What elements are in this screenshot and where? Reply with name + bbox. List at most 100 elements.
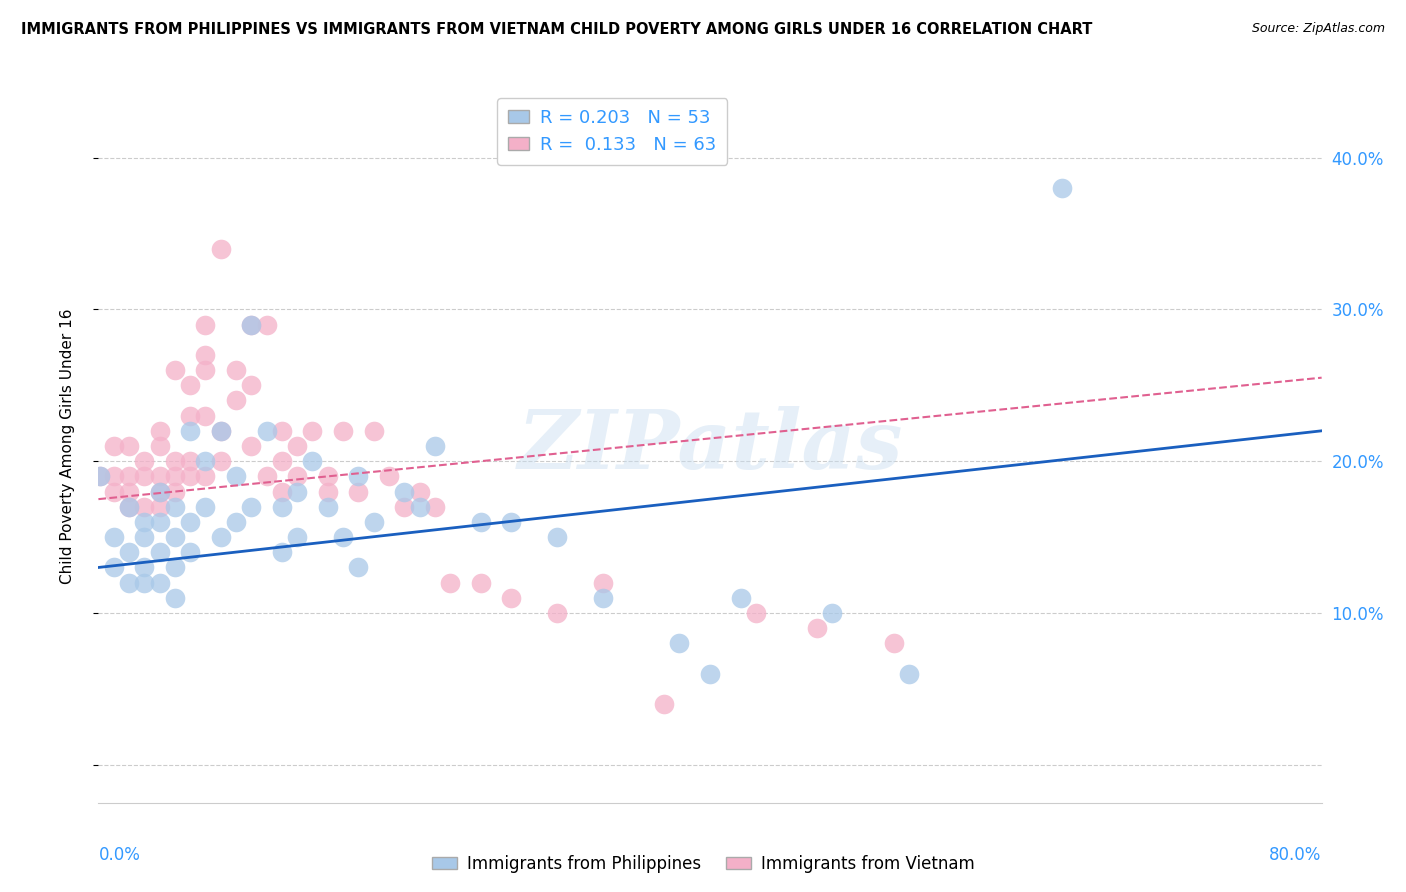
Point xyxy=(103,484,125,499)
Point xyxy=(745,606,768,620)
Point xyxy=(118,545,141,559)
Point xyxy=(179,545,201,559)
Point xyxy=(179,378,201,392)
Point xyxy=(194,500,217,514)
Point xyxy=(134,530,156,544)
Point xyxy=(363,424,385,438)
Point xyxy=(378,469,401,483)
Point xyxy=(194,363,217,377)
Point xyxy=(668,636,690,650)
Point xyxy=(270,500,292,514)
Text: IMMIGRANTS FROM PHILIPPINES VS IMMIGRANTS FROM VIETNAM CHILD POVERTY AMONG GIRLS: IMMIGRANTS FROM PHILIPPINES VS IMMIGRANT… xyxy=(21,22,1092,37)
Point xyxy=(225,393,247,408)
Point xyxy=(134,454,156,468)
Point xyxy=(652,697,675,711)
Point xyxy=(179,424,201,438)
Point xyxy=(179,409,201,423)
Point xyxy=(806,621,828,635)
Point xyxy=(392,500,416,514)
Point xyxy=(439,575,461,590)
Point xyxy=(149,439,172,453)
Point xyxy=(163,363,186,377)
Point xyxy=(347,469,370,483)
Point xyxy=(592,591,614,605)
Point xyxy=(546,530,568,544)
Point xyxy=(699,666,721,681)
Point xyxy=(285,439,308,453)
Point xyxy=(149,484,172,499)
Point xyxy=(256,469,278,483)
Point xyxy=(347,484,370,499)
Point xyxy=(546,606,568,620)
Point xyxy=(179,515,201,529)
Point xyxy=(118,575,141,590)
Point xyxy=(821,606,844,620)
Point xyxy=(163,560,186,574)
Point xyxy=(240,500,263,514)
Point xyxy=(163,500,186,514)
Point xyxy=(118,484,141,499)
Point xyxy=(163,591,186,605)
Point xyxy=(423,439,446,453)
Point xyxy=(194,409,217,423)
Point xyxy=(194,454,217,468)
Point xyxy=(470,515,492,529)
Point xyxy=(149,515,172,529)
Point xyxy=(209,454,232,468)
Point xyxy=(501,515,523,529)
Point xyxy=(118,500,141,514)
Point xyxy=(316,469,339,483)
Point xyxy=(134,560,156,574)
Point xyxy=(270,424,292,438)
Point xyxy=(423,500,446,514)
Text: 0.0%: 0.0% xyxy=(98,846,141,863)
Point xyxy=(134,575,156,590)
Point xyxy=(332,424,354,438)
Point xyxy=(240,439,263,453)
Point xyxy=(163,469,186,483)
Point xyxy=(163,454,186,468)
Point xyxy=(592,575,614,590)
Point xyxy=(301,424,323,438)
Legend: Immigrants from Philippines, Immigrants from Vietnam: Immigrants from Philippines, Immigrants … xyxy=(425,848,981,880)
Point xyxy=(270,484,292,499)
Point xyxy=(134,469,156,483)
Point xyxy=(256,424,278,438)
Point xyxy=(209,424,232,438)
Point xyxy=(179,454,201,468)
Point xyxy=(134,515,156,529)
Point xyxy=(194,318,217,332)
Point xyxy=(501,591,523,605)
Point xyxy=(134,500,156,514)
Point xyxy=(118,500,141,514)
Y-axis label: Child Poverty Among Girls Under 16: Child Poverty Among Girls Under 16 xyxy=(60,309,75,583)
Point xyxy=(392,484,416,499)
Point xyxy=(408,500,430,514)
Point xyxy=(103,560,125,574)
Point xyxy=(103,469,125,483)
Point xyxy=(118,439,141,453)
Point xyxy=(347,560,370,574)
Point xyxy=(89,469,111,483)
Point xyxy=(149,575,172,590)
Legend: R = 0.203   N = 53, R =  0.133   N = 63: R = 0.203 N = 53, R = 0.133 N = 63 xyxy=(496,98,727,165)
Point xyxy=(209,424,232,438)
Point xyxy=(240,318,263,332)
Point xyxy=(730,591,752,605)
Point xyxy=(316,500,339,514)
Point xyxy=(316,484,339,499)
Point xyxy=(179,469,201,483)
Point xyxy=(118,469,141,483)
Point xyxy=(285,530,308,544)
Point xyxy=(149,500,172,514)
Point xyxy=(103,530,125,544)
Point xyxy=(1050,181,1073,195)
Point xyxy=(270,545,292,559)
Point xyxy=(149,469,172,483)
Point xyxy=(883,636,905,650)
Point xyxy=(209,242,232,256)
Point xyxy=(897,666,920,681)
Text: ZIPatlas: ZIPatlas xyxy=(517,406,903,486)
Point xyxy=(408,484,430,499)
Point xyxy=(270,454,292,468)
